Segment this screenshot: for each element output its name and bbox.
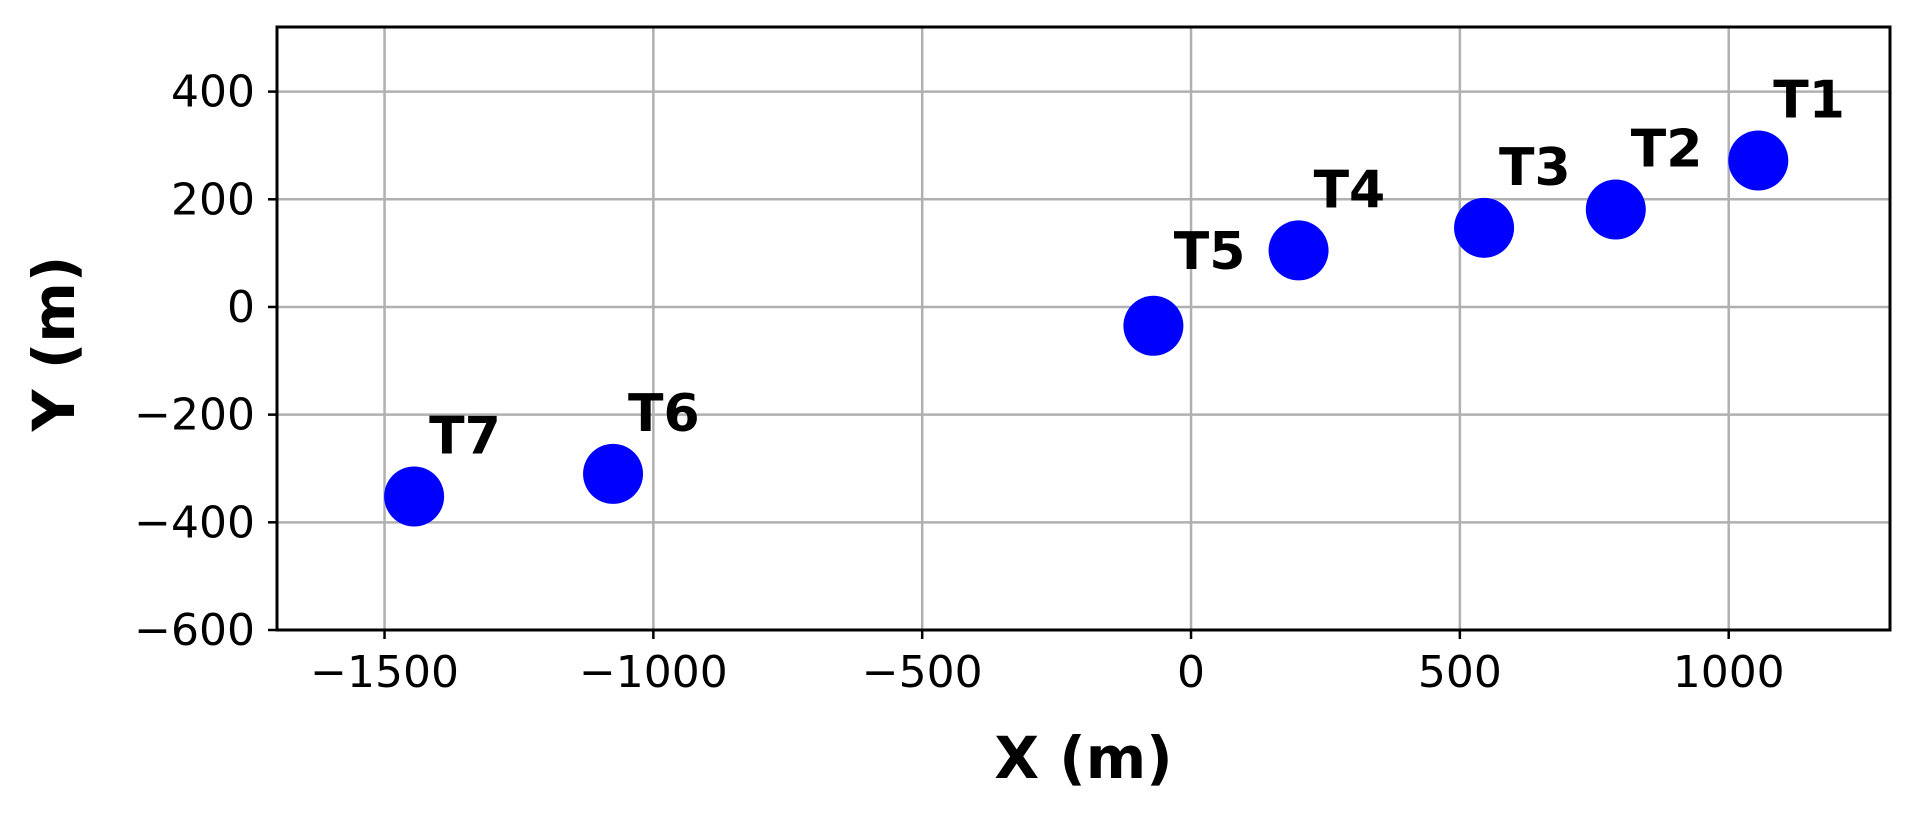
point-label-t6: T6 [628,384,700,444]
point-label-t5: T5 [1174,222,1246,282]
data-point-t6 [583,443,644,504]
data-point-t4 [1268,220,1329,281]
x-tick-label: 1000 [1673,647,1785,698]
x-tick-label: −1500 [310,647,459,698]
data-points [384,130,1789,527]
y-tick-label: 400 [171,67,255,118]
y-tick-label: 0 [227,282,255,333]
point-labels: T1 T2 T3 T4 T5 T6 T7 [429,71,1845,467]
y-tick-label: 200 [171,174,255,225]
point-label-t2: T2 [1631,120,1703,180]
x-axis-title: X (m) [994,724,1172,792]
data-point-t7 [384,466,445,527]
point-label-t3: T3 [1499,138,1571,198]
data-point-t5 [1123,295,1184,356]
data-point-t3 [1454,197,1515,258]
plot-frame [275,25,1892,632]
data-point-t1 [1728,130,1789,191]
x-tick-label: 0 [1177,647,1205,698]
y-tick-label: −200 [134,390,255,441]
x-tick-label: 500 [1418,647,1502,698]
axis-ticks: −1500 −1000 −500 0 500 1000 −600 −400 −200 0 200 40… [134,67,1785,698]
point-label-t4: T4 [1314,160,1386,220]
data-point-t2 [1585,179,1646,240]
grid [277,27,1890,632]
x-tick-label: −500 [862,647,983,698]
y-axis-title: Y (m) [20,256,88,433]
x-tick-label: −1000 [579,647,728,698]
point-label-t7: T7 [429,406,501,466]
y-tick-label: −400 [134,497,255,548]
y-tick-label: −600 [134,605,255,656]
point-label-t1: T1 [1773,71,1845,131]
